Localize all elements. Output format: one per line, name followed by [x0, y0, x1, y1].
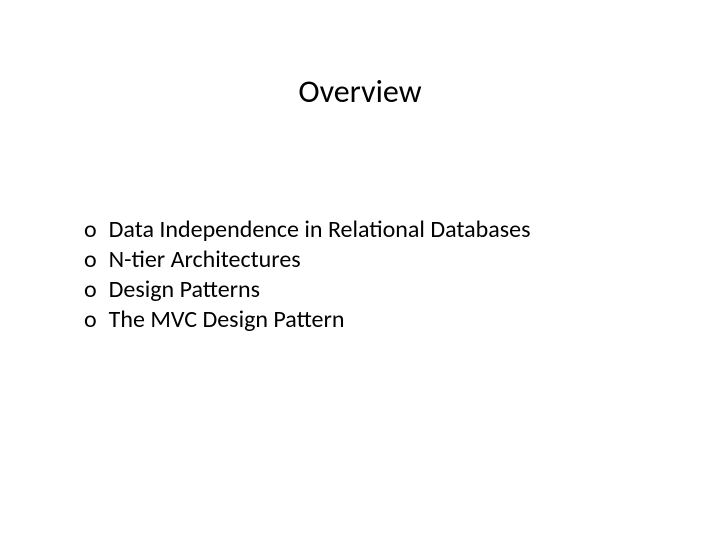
bullet-text: Design Patterns: [109, 275, 531, 305]
bullet-marker-icon: o: [84, 215, 97, 245]
bullet-marker-icon: o: [84, 245, 97, 275]
slide-container: Overview o Data Independence in Relation…: [0, 0, 720, 540]
slide-title: Overview: [0, 72, 720, 111]
bullet-text: Data Independence in Relational Database…: [109, 215, 531, 245]
bullet-list: o Data Independence in Relational Databa…: [84, 215, 530, 335]
list-item: o N-tier Architectures: [84, 245, 530, 275]
bullet-marker-icon: o: [84, 275, 97, 305]
list-item: o Data Independence in Relational Databa…: [84, 215, 530, 245]
bullet-marker-icon: o: [84, 305, 97, 335]
list-item: o The MVC Design Pattern: [84, 305, 530, 335]
bullet-text: The MVC Design Pattern: [109, 305, 531, 335]
bullet-text: N-tier Architectures: [109, 245, 531, 275]
list-item: o Design Patterns: [84, 275, 530, 305]
